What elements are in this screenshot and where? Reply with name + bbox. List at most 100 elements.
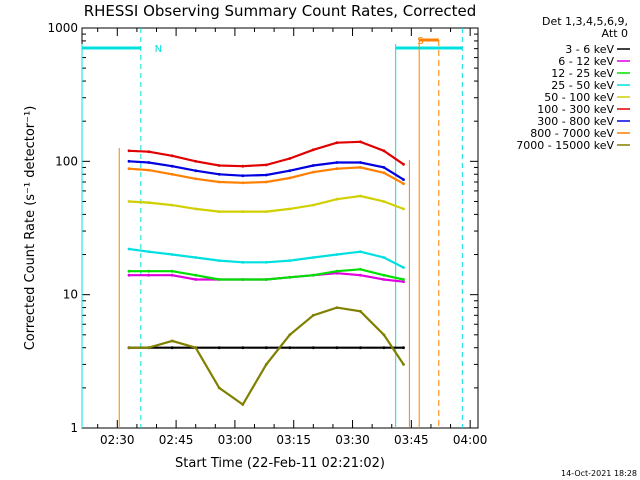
data-point	[402, 178, 405, 182]
observing-flags: NS	[81, 28, 463, 428]
x-tick-label: 03:00	[218, 433, 253, 447]
data-point	[194, 256, 198, 259]
data-point	[402, 266, 405, 269]
data-point	[127, 200, 131, 203]
y-axis-label: Corrected Count Rate (s⁻¹ detector⁻¹)	[23, 106, 38, 351]
data-point	[335, 161, 339, 164]
data-point	[311, 346, 315, 350]
data-point	[288, 207, 292, 211]
flag-annotation-s: S	[417, 36, 423, 47]
legend-entry-label: 100 - 300 keV	[537, 103, 614, 116]
data-point	[382, 256, 386, 259]
data-point	[127, 346, 131, 350]
data-point	[264, 180, 268, 184]
data-point	[382, 166, 386, 169]
data-point	[311, 203, 315, 207]
data-point	[264, 278, 268, 281]
series-line-50-100-kev	[128, 194, 404, 213]
data-point	[288, 333, 292, 337]
data-point	[217, 180, 221, 184]
data-point	[359, 346, 362, 350]
data-point	[382, 333, 386, 337]
data-point	[170, 273, 174, 277]
data-point	[217, 210, 221, 214]
timestamp: 14-Oct-2021 18:28	[561, 469, 637, 478]
data-point	[147, 161, 151, 164]
axis-ticks	[82, 27, 478, 429]
data-point	[170, 269, 174, 273]
data-point	[335, 306, 339, 309]
data-point	[264, 363, 268, 366]
data-point	[359, 140, 362, 144]
data-point	[170, 203, 174, 207]
data-point	[264, 163, 268, 167]
data-point	[194, 169, 198, 173]
legend-entry-label: 3 - 6 keV	[565, 43, 614, 56]
data-point	[359, 250, 362, 254]
data-point	[288, 275, 292, 279]
data-point	[170, 339, 174, 343]
data-point	[335, 271, 339, 275]
y-tick-label: 100	[55, 154, 78, 168]
data-point	[264, 260, 268, 264]
legend-entry-label: 25 - 50 keV	[551, 79, 614, 92]
data-point	[170, 346, 174, 350]
data-point	[147, 250, 151, 254]
data-point	[241, 278, 245, 281]
data-point	[382, 149, 386, 153]
data-point	[264, 346, 268, 350]
data-point	[170, 253, 174, 256]
data-point	[127, 247, 131, 251]
data-point	[359, 194, 362, 198]
data-point	[127, 269, 131, 273]
data-point	[402, 278, 405, 281]
data-point	[147, 346, 151, 350]
flag-annotation-n: N	[155, 44, 162, 55]
data-point	[217, 346, 221, 350]
data-point	[241, 164, 245, 168]
data-point	[335, 269, 339, 273]
data-point	[335, 167, 339, 171]
data-point	[335, 346, 339, 350]
data-point	[170, 164, 174, 168]
x-tick-label: 03:45	[394, 433, 429, 447]
data-point	[382, 171, 386, 175]
legend-header: Att 0	[602, 27, 628, 40]
data-point	[194, 177, 198, 181]
series-line-25-50-kev	[128, 247, 404, 269]
legend-entry-label: 6 - 12 keV	[558, 55, 614, 68]
y-tick-label: 1000	[47, 21, 78, 35]
data-point	[288, 346, 292, 350]
data-point	[382, 273, 386, 277]
data-point	[288, 176, 292, 180]
data-point	[127, 149, 131, 153]
data-point	[241, 346, 245, 350]
data-point	[402, 346, 405, 350]
data-point	[217, 386, 221, 390]
data-point	[335, 141, 339, 145]
data-point	[241, 174, 245, 178]
data-point	[264, 173, 268, 177]
legend-header: Det 1,3,4,5,6,9,	[542, 15, 628, 28]
data-point	[288, 157, 292, 160]
data-point	[311, 256, 315, 259]
data-point	[147, 269, 151, 273]
series-line-7000-15000-kev	[129, 306, 405, 407]
legend-entry-label: 800 - 7000 keV	[530, 127, 614, 140]
data-point	[217, 259, 221, 262]
legend-entry-label: 12 - 25 keV	[551, 67, 614, 80]
data-point	[311, 273, 315, 277]
data-point	[170, 172, 174, 176]
series-lines	[127, 140, 405, 407]
data-point	[359, 267, 362, 271]
data-point	[194, 207, 198, 211]
legend-entry-label: 50 - 100 keV	[544, 91, 614, 104]
data-point	[241, 181, 245, 185]
data-point	[127, 159, 131, 163]
x-tick-label: 02:30	[100, 433, 135, 447]
data-point	[217, 164, 221, 167]
data-point	[241, 403, 245, 406]
data-point	[335, 197, 339, 201]
data-point	[359, 273, 362, 277]
data-point	[402, 207, 405, 211]
